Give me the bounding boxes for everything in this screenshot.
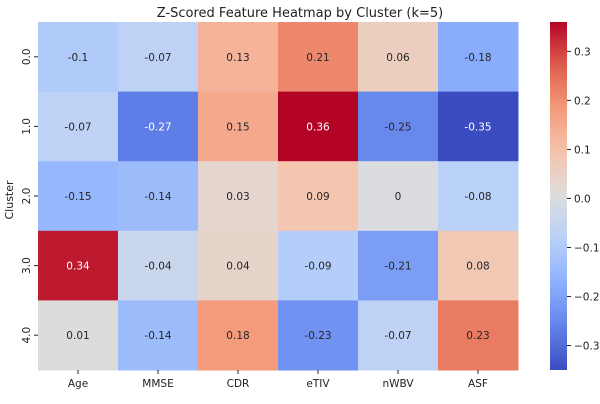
heatmap-cell bbox=[38, 161, 119, 232]
cell-value-label: 0.18 bbox=[226, 330, 249, 342]
heatmap-cell bbox=[118, 161, 199, 232]
chart-title: Z-Scored Feature Heatmap by Cluster (k=5… bbox=[157, 6, 443, 21]
cell-value-label: -0.35 bbox=[464, 121, 491, 133]
cell-value-label: -0.23 bbox=[304, 330, 331, 342]
colorbar-tick-label: 0.1 bbox=[574, 144, 591, 156]
cell-value-label: -0.1 bbox=[68, 52, 89, 64]
cell-value-label: -0.15 bbox=[64, 191, 91, 203]
cell-value-label: 0.36 bbox=[306, 121, 330, 133]
cell-value-label: 0 bbox=[395, 191, 402, 203]
heatmap-cell bbox=[38, 300, 119, 371]
heatmap-cell bbox=[118, 230, 199, 301]
heatmap-cell bbox=[118, 300, 199, 371]
heatmap-cell bbox=[198, 161, 279, 232]
x-tick-label: CDR bbox=[227, 378, 250, 390]
x-tick-label: nWBV bbox=[382, 378, 414, 390]
heatmap-cell bbox=[118, 22, 199, 93]
y-axis-label: Cluster bbox=[3, 180, 16, 220]
cell-value-label: -0.18 bbox=[464, 52, 491, 64]
heatmap-cell bbox=[358, 91, 439, 162]
colorbar-tick-label: −0.2 bbox=[574, 291, 600, 303]
heatmap-cell bbox=[438, 91, 519, 162]
heatmap-cell bbox=[38, 230, 119, 301]
x-axis-ticks: Age MMSE CDR eTIV nWBV ASF bbox=[68, 370, 488, 390]
heatmap-cell bbox=[198, 91, 279, 162]
cell-value-label: 0.21 bbox=[306, 52, 329, 64]
heatmap-cell bbox=[198, 22, 279, 93]
y-tick-label: 0.0 bbox=[21, 48, 33, 65]
x-tick-label: eTIV bbox=[306, 378, 330, 390]
x-tick-label: ASF bbox=[468, 378, 488, 390]
heatmap-cell bbox=[438, 230, 519, 301]
cell-value-label: 0.03 bbox=[226, 191, 249, 203]
heatmap-cell bbox=[438, 161, 519, 232]
colorbar-tick-label: 0.0 bbox=[574, 193, 591, 205]
heatmap-cell bbox=[38, 91, 119, 162]
heatmap-cell bbox=[278, 300, 359, 371]
cell-value-label: 0.09 bbox=[306, 191, 329, 203]
cell-value-label: -0.27 bbox=[144, 121, 171, 133]
cell-value-label: 0.15 bbox=[226, 121, 249, 133]
cell-value-label: -0.25 bbox=[384, 121, 411, 133]
cell-value-label: 0.04 bbox=[226, 261, 250, 273]
cell-value-label: 0.23 bbox=[466, 330, 489, 342]
heatmap-cells: -0.1 -0.07 0.13 0.21 0.06 -0.18 -0.07 -0.27 0.15… bbox=[38, 22, 519, 371]
heatmap-cell bbox=[278, 91, 359, 162]
heatmap-cell bbox=[38, 22, 119, 93]
y-tick-label: 1.0 bbox=[21, 118, 33, 135]
y-tick-label: 3.0 bbox=[21, 257, 33, 274]
cell-value-label: -0.08 bbox=[464, 191, 491, 203]
cell-value-label: -0.14 bbox=[144, 330, 171, 342]
cell-value-label: 0.01 bbox=[66, 330, 89, 342]
cell-value-label: -0.07 bbox=[64, 121, 91, 133]
heatmap-cell bbox=[358, 300, 439, 371]
heatmap-cell bbox=[358, 161, 439, 232]
cell-value-label: -0.04 bbox=[144, 261, 171, 273]
cell-value-label: -0.09 bbox=[304, 261, 331, 273]
y-tick-label: 4.0 bbox=[21, 327, 33, 344]
y-axis-ticks: 0.0 1.0 2.0 3.0 4.0 bbox=[21, 48, 38, 344]
colorbar-tick-label: 0.2 bbox=[574, 95, 591, 107]
cell-value-label: -0.21 bbox=[384, 261, 411, 273]
heatmap-cell bbox=[278, 161, 359, 232]
heatmap-cell bbox=[278, 22, 359, 93]
cell-value-label: 0.13 bbox=[226, 52, 249, 64]
x-tick-label: Age bbox=[68, 378, 88, 390]
cell-value-label: 0.34 bbox=[66, 261, 90, 273]
cell-value-label: -0.07 bbox=[144, 52, 171, 64]
colorbar-tick-label: −0.3 bbox=[574, 340, 600, 352]
heatmap-cell bbox=[118, 91, 199, 162]
heatmap-cell bbox=[198, 300, 279, 371]
heatmap-cell bbox=[358, 230, 439, 301]
cell-value-label: -0.14 bbox=[144, 191, 171, 203]
heatmap-cell bbox=[278, 230, 359, 301]
x-tick-label: MMSE bbox=[142, 378, 173, 390]
colorbar-tick-label: −0.1 bbox=[574, 242, 600, 254]
heatmap-cell bbox=[438, 22, 519, 93]
y-tick-label: 2.0 bbox=[21, 188, 33, 205]
cell-value-label: 0.06 bbox=[386, 52, 410, 64]
colorbar-gradient bbox=[550, 22, 567, 370]
colorbar-tick-label: 0.3 bbox=[574, 46, 591, 58]
heatmap-cell bbox=[198, 230, 279, 301]
heatmap-cell bbox=[358, 22, 439, 93]
cell-value-label: -0.07 bbox=[384, 330, 411, 342]
heatmap-cell bbox=[438, 300, 519, 371]
colorbar: 0.3 0.2 0.1 0.0 −0.1 −0.2 −0.3 bbox=[550, 22, 600, 370]
cell-value-label: 0.08 bbox=[466, 261, 489, 273]
